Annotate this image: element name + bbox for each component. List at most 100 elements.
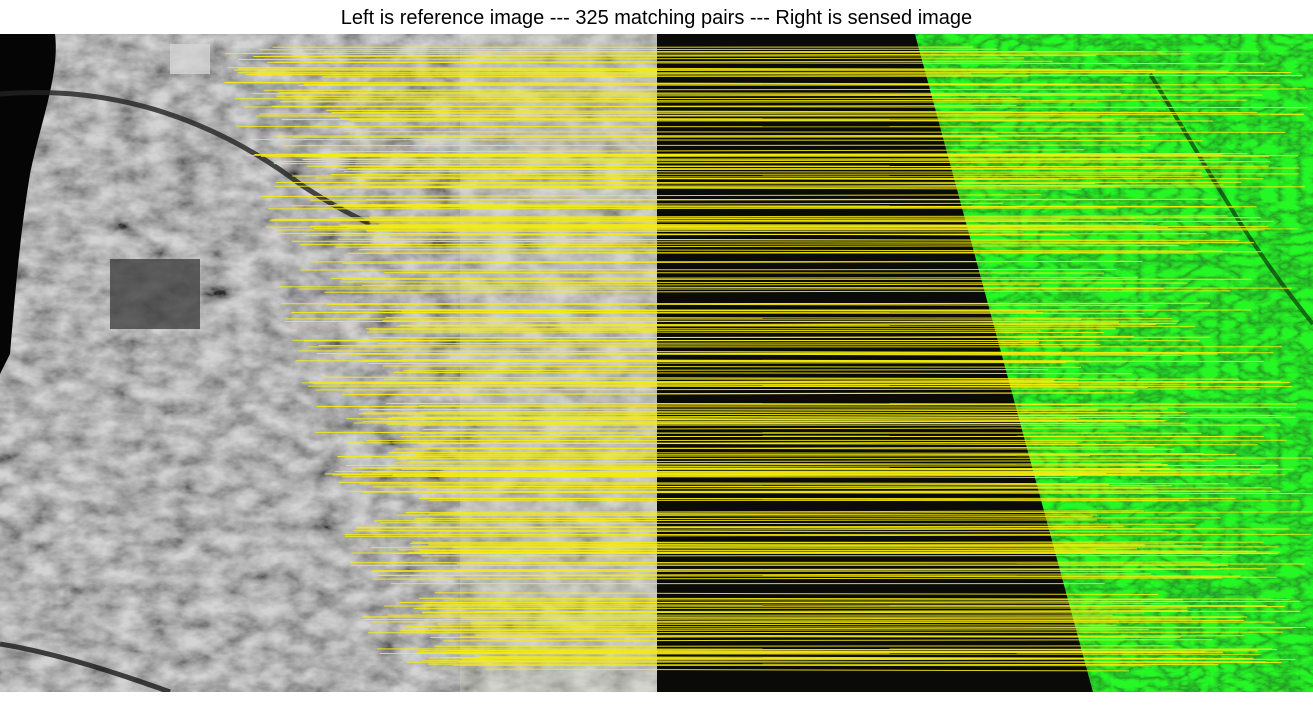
match-line (351, 119, 1114, 122)
match-line (236, 125, 1185, 128)
match-line (391, 415, 1161, 418)
match-line (278, 233, 1019, 236)
match-line (253, 55, 1096, 57)
match-line (276, 94, 1234, 97)
match-line (259, 111, 1258, 115)
match-line (369, 215, 1228, 218)
match-line (389, 452, 1204, 454)
match-line (368, 631, 1284, 634)
match-line (370, 547, 1138, 550)
match-line (237, 57, 1025, 60)
match-line (366, 230, 1024, 233)
match-line (298, 350, 1233, 354)
match-line (386, 422, 1186, 425)
figure-title: Left is reference image --- 325 matching… (340, 7, 973, 29)
match-line (413, 607, 1188, 610)
match-line (428, 499, 1301, 502)
match-line (407, 661, 1266, 663)
match-line (428, 600, 1301, 604)
match-line (343, 171, 1203, 173)
match-line (313, 228, 1172, 230)
match-line (399, 335, 1134, 339)
road-shape-2 (0, 641, 171, 692)
match-line (395, 446, 1155, 450)
match-line (318, 343, 1101, 346)
match-line (401, 359, 1264, 362)
match-line (419, 551, 1278, 554)
match-line (383, 312, 1145, 314)
match-line (474, 610, 1188, 613)
match-line (471, 621, 1276, 624)
match-line (453, 664, 1151, 667)
match-line (324, 290, 1231, 293)
match-line (355, 161, 1271, 164)
match-line (332, 473, 1250, 476)
match-line (418, 650, 1206, 653)
match-line (245, 153, 1226, 156)
match-line (400, 629, 1149, 632)
match-line (378, 223, 1158, 226)
match-line (377, 342, 1040, 345)
match-line (338, 481, 1228, 485)
match-line (374, 519, 1097, 522)
match-line (345, 463, 1161, 466)
match-line (261, 194, 1042, 197)
match-line (279, 286, 1292, 289)
match-line (234, 97, 1021, 100)
match-line (256, 113, 1304, 117)
match-line (422, 530, 1169, 533)
match-line (422, 604, 1267, 607)
match-line (331, 111, 1012, 113)
match-line (330, 277, 1138, 279)
match-line (249, 139, 1203, 142)
match-line (278, 92, 1122, 95)
match-line (335, 245, 1179, 248)
match-line (245, 74, 1303, 76)
match-line (358, 249, 1223, 252)
river-shape (0, 34, 56, 374)
match-line (344, 134, 1156, 137)
match-line (300, 269, 1117, 271)
match-line (341, 225, 1030, 228)
match-line (359, 408, 1168, 410)
match-line (417, 441, 1078, 445)
match-line (377, 648, 1277, 650)
match-line (307, 165, 1208, 168)
match-line (422, 545, 1203, 547)
match-line (334, 470, 1140, 473)
match-line (428, 663, 1219, 666)
match-line (350, 561, 1211, 564)
match-line (368, 362, 1067, 364)
match-line (234, 69, 1229, 72)
match-line (443, 639, 1213, 642)
match-line (237, 68, 1156, 71)
match-line (485, 668, 1130, 672)
match-line (460, 617, 1192, 620)
match-line (237, 72, 972, 75)
match-line (368, 329, 1041, 332)
match-line (227, 67, 1062, 70)
match-line (396, 514, 1093, 518)
match-line (455, 568, 1267, 571)
match-line (383, 605, 1285, 607)
match-line (419, 404, 1094, 406)
match-line (361, 283, 1040, 286)
match-line (322, 53, 1191, 57)
match-line (434, 592, 1159, 595)
match-line (347, 227, 1299, 230)
match-line (364, 619, 1245, 621)
match-line (367, 331, 1105, 333)
match-line (291, 240, 1255, 244)
match-line (379, 522, 1196, 525)
match-line (400, 322, 1177, 326)
match-line (271, 105, 1308, 109)
match-line (414, 517, 1221, 520)
match-line (395, 457, 1313, 460)
match-line (330, 149, 1085, 153)
match-line (423, 491, 1313, 495)
match-line (225, 51, 1163, 55)
match-line (440, 511, 1313, 515)
match-line (340, 281, 1188, 284)
match-line (281, 99, 1247, 102)
match-line (420, 409, 1098, 413)
